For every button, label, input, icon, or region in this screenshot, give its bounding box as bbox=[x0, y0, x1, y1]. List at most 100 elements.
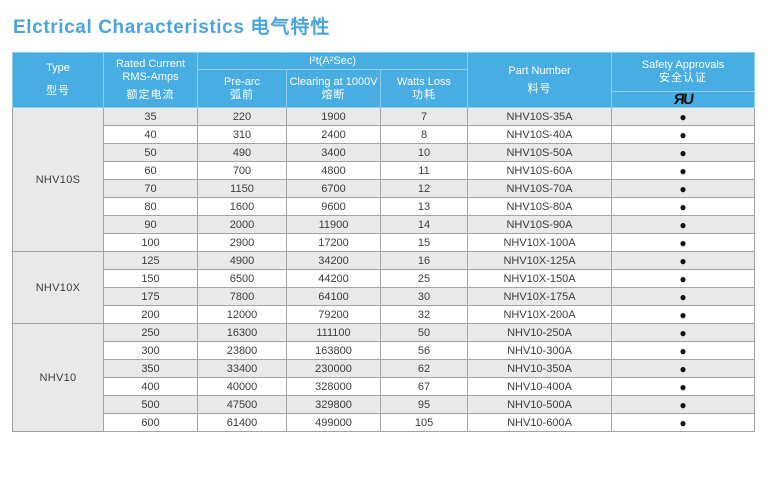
rated-current-cell: 50 bbox=[103, 143, 198, 162]
part-number-cell: NHV10-400A bbox=[467, 377, 613, 396]
table-row: 70 1150 6700 12 NHV10S-70A ● bbox=[13, 179, 756, 198]
rated-current-cell: 150 bbox=[103, 269, 198, 288]
part-number-cell: NHV10S-80A bbox=[467, 197, 613, 216]
header-watts-zh: 功耗 bbox=[412, 88, 436, 101]
header-type: Type 型号 bbox=[12, 52, 104, 108]
part-number-cell: NHV10S-90A bbox=[467, 215, 613, 234]
clearing-cell: 163800 bbox=[286, 341, 381, 360]
watts-loss-cell: 56 bbox=[379, 341, 469, 360]
table-row: NHV10 250 16300 111100 50 NHV10-250A ● bbox=[12, 323, 756, 432]
header-watts-loss: Watts Loss 功耗 bbox=[379, 69, 469, 108]
clearing-cell: 3400 bbox=[286, 143, 381, 162]
table-row: NHV10X 125 4900 34200 16 NHV10X-125A ● bbox=[12, 251, 756, 324]
clearing-cell: 4800 bbox=[286, 161, 381, 180]
rated-current-cell: 125 bbox=[103, 251, 198, 270]
pre-arc-cell: 1150 bbox=[197, 179, 287, 198]
part-number-cell: NHV10X-125A bbox=[467, 251, 613, 270]
datasheet-page: Elctrical Characteristics 电气特性 Type 型号 R… bbox=[0, 12, 768, 490]
pre-arc-cell: 23800 bbox=[197, 341, 287, 360]
clearing-cell: 79200 bbox=[286, 305, 381, 324]
clearing-cell: 6700 bbox=[286, 179, 381, 198]
table-row: 175 7800 64100 30 NHV10X-175A ● bbox=[13, 287, 756, 306]
watts-loss-cell: 62 bbox=[379, 359, 469, 378]
safety-approval-dot: ● bbox=[611, 233, 756, 252]
rated-current-cell: 200 bbox=[103, 305, 198, 324]
part-number-cell: NHV10X-100A bbox=[467, 233, 613, 252]
pre-arc-cell: 12000 bbox=[197, 305, 287, 324]
clearing-cell: 2400 bbox=[286, 125, 381, 144]
header-part-en: Part Number bbox=[508, 64, 571, 77]
table-row: NHV10S 35 220 1900 7 NHV10S-35A ● bbox=[12, 107, 756, 252]
pre-arc-cell: 4900 bbox=[197, 251, 287, 270]
table-row: 200 12000 79200 32 NHV10X-200A ● bbox=[13, 305, 756, 324]
header-clearing-zh: 熔断 bbox=[321, 88, 346, 101]
part-number-cell: NHV10X-150A bbox=[467, 269, 613, 288]
part-number-cell: NHV10S-60A bbox=[467, 161, 613, 180]
table-row: 60 700 4800 11 NHV10S-60A ● bbox=[13, 161, 756, 180]
watts-loss-cell: 8 bbox=[379, 125, 469, 144]
rated-current-cell: 60 bbox=[103, 161, 198, 180]
watts-loss-cell: 16 bbox=[379, 251, 469, 270]
part-number-cell: NHV10S-50A bbox=[467, 143, 613, 162]
pre-arc-cell: 490 bbox=[197, 143, 287, 162]
clearing-cell: 329800 bbox=[286, 395, 381, 414]
watts-loss-cell: 105 bbox=[379, 413, 469, 432]
part-number-cell: NHV10X-200A bbox=[467, 305, 613, 324]
clearing-cell: 9600 bbox=[286, 197, 381, 216]
pre-arc-cell: 2000 bbox=[197, 215, 287, 234]
type-group-cell: NHV10X bbox=[12, 251, 104, 324]
rated-current-cell: 175 bbox=[103, 287, 198, 306]
page-title-en: Elctrical Characteristics bbox=[13, 17, 245, 38]
safety-approval-dot: ● bbox=[611, 251, 756, 270]
pre-arc-cell: 310 bbox=[197, 125, 287, 144]
part-number-cell: NHV10-300A bbox=[467, 341, 613, 360]
watts-loss-cell: 32 bbox=[379, 305, 469, 324]
pre-arc-cell: 220 bbox=[197, 107, 287, 126]
safety-approval-dot: ● bbox=[611, 305, 756, 324]
table-row: 300 23800 163800 56 NHV10-300A ● bbox=[13, 341, 756, 360]
pre-arc-cell: 40000 bbox=[197, 377, 287, 396]
header-pre-arc-zh: 弧前 bbox=[230, 88, 254, 101]
safety-approval-dot: ● bbox=[611, 125, 756, 144]
rated-current-cell: 350 bbox=[103, 359, 198, 378]
table-row: 150 6500 44200 25 NHV10X-150A ● bbox=[13, 269, 756, 288]
safety-approval-dot: ● bbox=[611, 197, 756, 216]
part-number-cell: NHV10S-70A bbox=[467, 179, 613, 198]
part-number-cell: NHV10-250A bbox=[467, 323, 613, 342]
header-pre-arc-en: Pre-arc bbox=[223, 75, 261, 88]
header-part-number: Part Number 料号 bbox=[467, 52, 613, 108]
header-type-en: Type bbox=[46, 62, 70, 75]
pre-arc-cell: 1600 bbox=[197, 197, 287, 216]
header-i2t: I²t(A²Sec) bbox=[196, 52, 469, 70]
safety-approval-dot: ● bbox=[611, 215, 756, 234]
pre-arc-cell: 61400 bbox=[197, 413, 287, 432]
watts-loss-cell: 12 bbox=[379, 179, 469, 198]
pre-arc-cell: 6500 bbox=[197, 269, 287, 288]
header-ul-mark-cell: ЯU bbox=[611, 91, 756, 108]
rated-current-cell: 300 bbox=[103, 341, 198, 360]
part-number-cell: NHV10X-175A bbox=[467, 287, 613, 306]
header-rated-current: Rated Current RMS-Amps 额定电流 bbox=[103, 52, 198, 108]
safety-approval-dot: ● bbox=[611, 161, 756, 180]
ul-recognized-mark-icon: ЯU bbox=[672, 91, 694, 108]
header-part-zh: 料号 bbox=[527, 82, 552, 95]
header-clearing: Clearing at 1000V 熔断 bbox=[286, 69, 381, 108]
watts-loss-cell: 67 bbox=[379, 377, 469, 396]
rated-current-cell: 70 bbox=[103, 179, 198, 198]
rated-current-cell: 40 bbox=[103, 125, 198, 144]
safety-approval-dot: ● bbox=[611, 287, 756, 306]
header-rated-line2: RMS-Amps bbox=[122, 70, 179, 83]
safety-approval-dot: ● bbox=[611, 143, 756, 162]
pre-arc-cell: 16300 bbox=[197, 323, 287, 342]
header-safety-approvals: Safety Approvals 安全认证 bbox=[611, 52, 756, 92]
safety-approval-dot: ● bbox=[611, 377, 756, 396]
pre-arc-cell: 33400 bbox=[197, 359, 287, 378]
header-safety-zh: 安全认证 bbox=[659, 72, 708, 84]
rated-current-cell: 80 bbox=[103, 197, 198, 216]
safety-approval-dot: ● bbox=[611, 413, 756, 432]
clearing-cell: 328000 bbox=[286, 377, 381, 396]
safety-approval-dot: ● bbox=[611, 341, 756, 360]
part-number-cell: NHV10-500A bbox=[467, 395, 613, 414]
clearing-cell: 111100 bbox=[286, 323, 381, 342]
part-number-cell: NHV10-600A bbox=[467, 413, 613, 432]
